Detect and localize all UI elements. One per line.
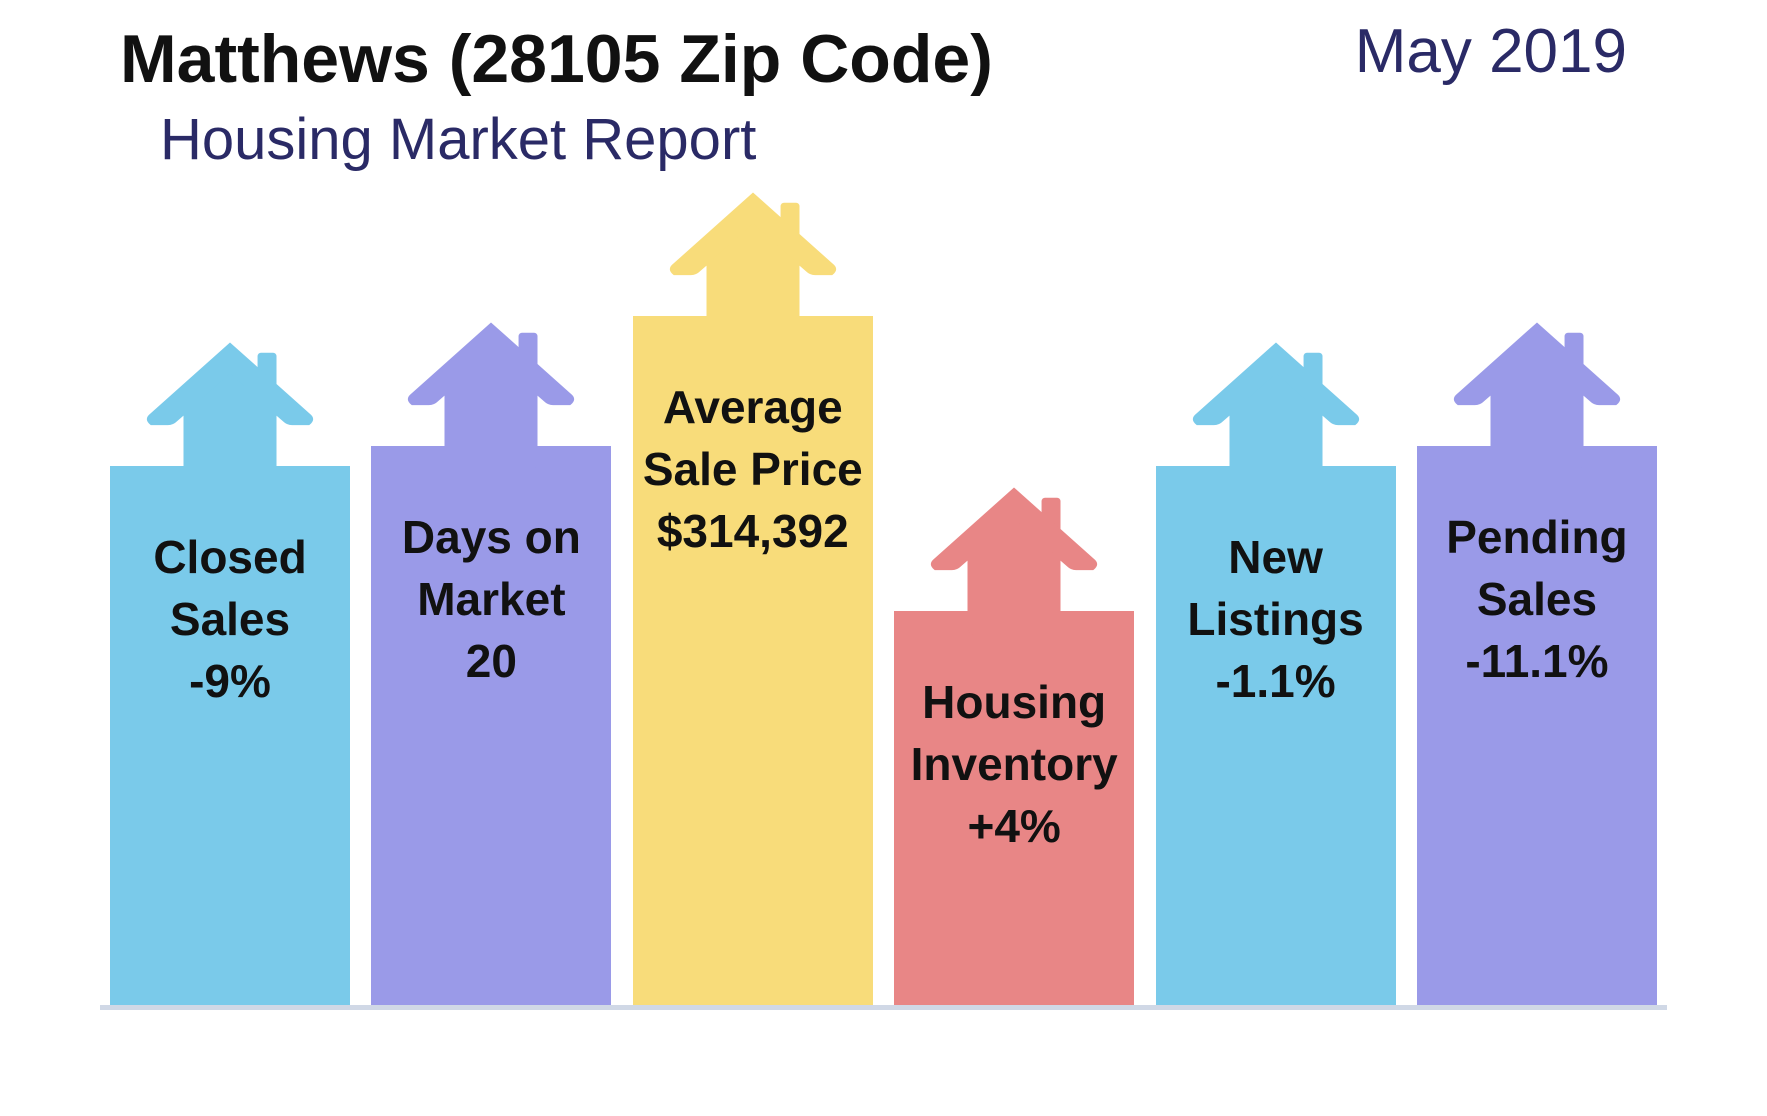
date-label: May 2019	[1355, 16, 1627, 87]
bar-label-line2: Listings	[1187, 588, 1363, 650]
bar-label-line1: Average	[643, 376, 863, 438]
bar-value: +4%	[911, 795, 1118, 857]
bar-item: Days onMarket20	[371, 446, 611, 1006]
bar-label: HousingInventory+4%	[901, 671, 1128, 857]
bar-value: 20	[402, 630, 581, 692]
page-subtitle: Housing Market Report	[160, 106, 1647, 173]
bar-item: NewListings-1.1%	[1156, 466, 1396, 1006]
bar: NewListings-1.1%	[1156, 466, 1396, 1006]
bar: AverageSale Price$314,392	[633, 316, 873, 1006]
bar-label-line1: Closed	[153, 526, 306, 588]
bar-item: PendingSales-11.1%	[1417, 446, 1657, 1006]
bar-value: -11.1%	[1446, 630, 1627, 692]
bar-label: AverageSale Price$314,392	[633, 376, 873, 562]
bar-label: PendingSales-11.1%	[1436, 506, 1637, 692]
bar-label-line2: Sales	[1446, 568, 1627, 630]
bar: ClosedSales-9%	[110, 466, 350, 1006]
bar-label-line1: Housing	[911, 671, 1118, 733]
bar-value: -1.1%	[1187, 650, 1363, 712]
bar-label-line2: Sales	[153, 588, 306, 650]
bar-label-line2: Sale Price	[643, 438, 863, 500]
bar-label-line1: Days on	[402, 506, 581, 568]
bar-value: -9%	[153, 650, 306, 712]
bar-label: ClosedSales-9%	[143, 526, 316, 712]
bar-label-line1: Pending	[1446, 506, 1627, 568]
bar-label: Days onMarket20	[392, 506, 591, 692]
bar-label: NewListings-1.1%	[1177, 526, 1373, 712]
bar-label-line2: Inventory	[911, 733, 1118, 795]
bar-item: AverageSale Price$314,392	[633, 316, 873, 1006]
bar-item: ClosedSales-9%	[110, 466, 350, 1006]
bar: HousingInventory+4%	[894, 611, 1134, 1006]
chart-baseline	[100, 1005, 1667, 1010]
bar: PendingSales-11.1%	[1417, 446, 1657, 1006]
bar-label-line2: Market	[402, 568, 581, 630]
bar-value: $314,392	[643, 500, 863, 562]
bar: Days onMarket20	[371, 446, 611, 1006]
bar-label-line1: New	[1187, 526, 1363, 588]
bar-item: HousingInventory+4%	[894, 611, 1134, 1006]
housing-bar-chart: ClosedSales-9% Days onMarket20 AverageSa…	[110, 306, 1657, 1006]
